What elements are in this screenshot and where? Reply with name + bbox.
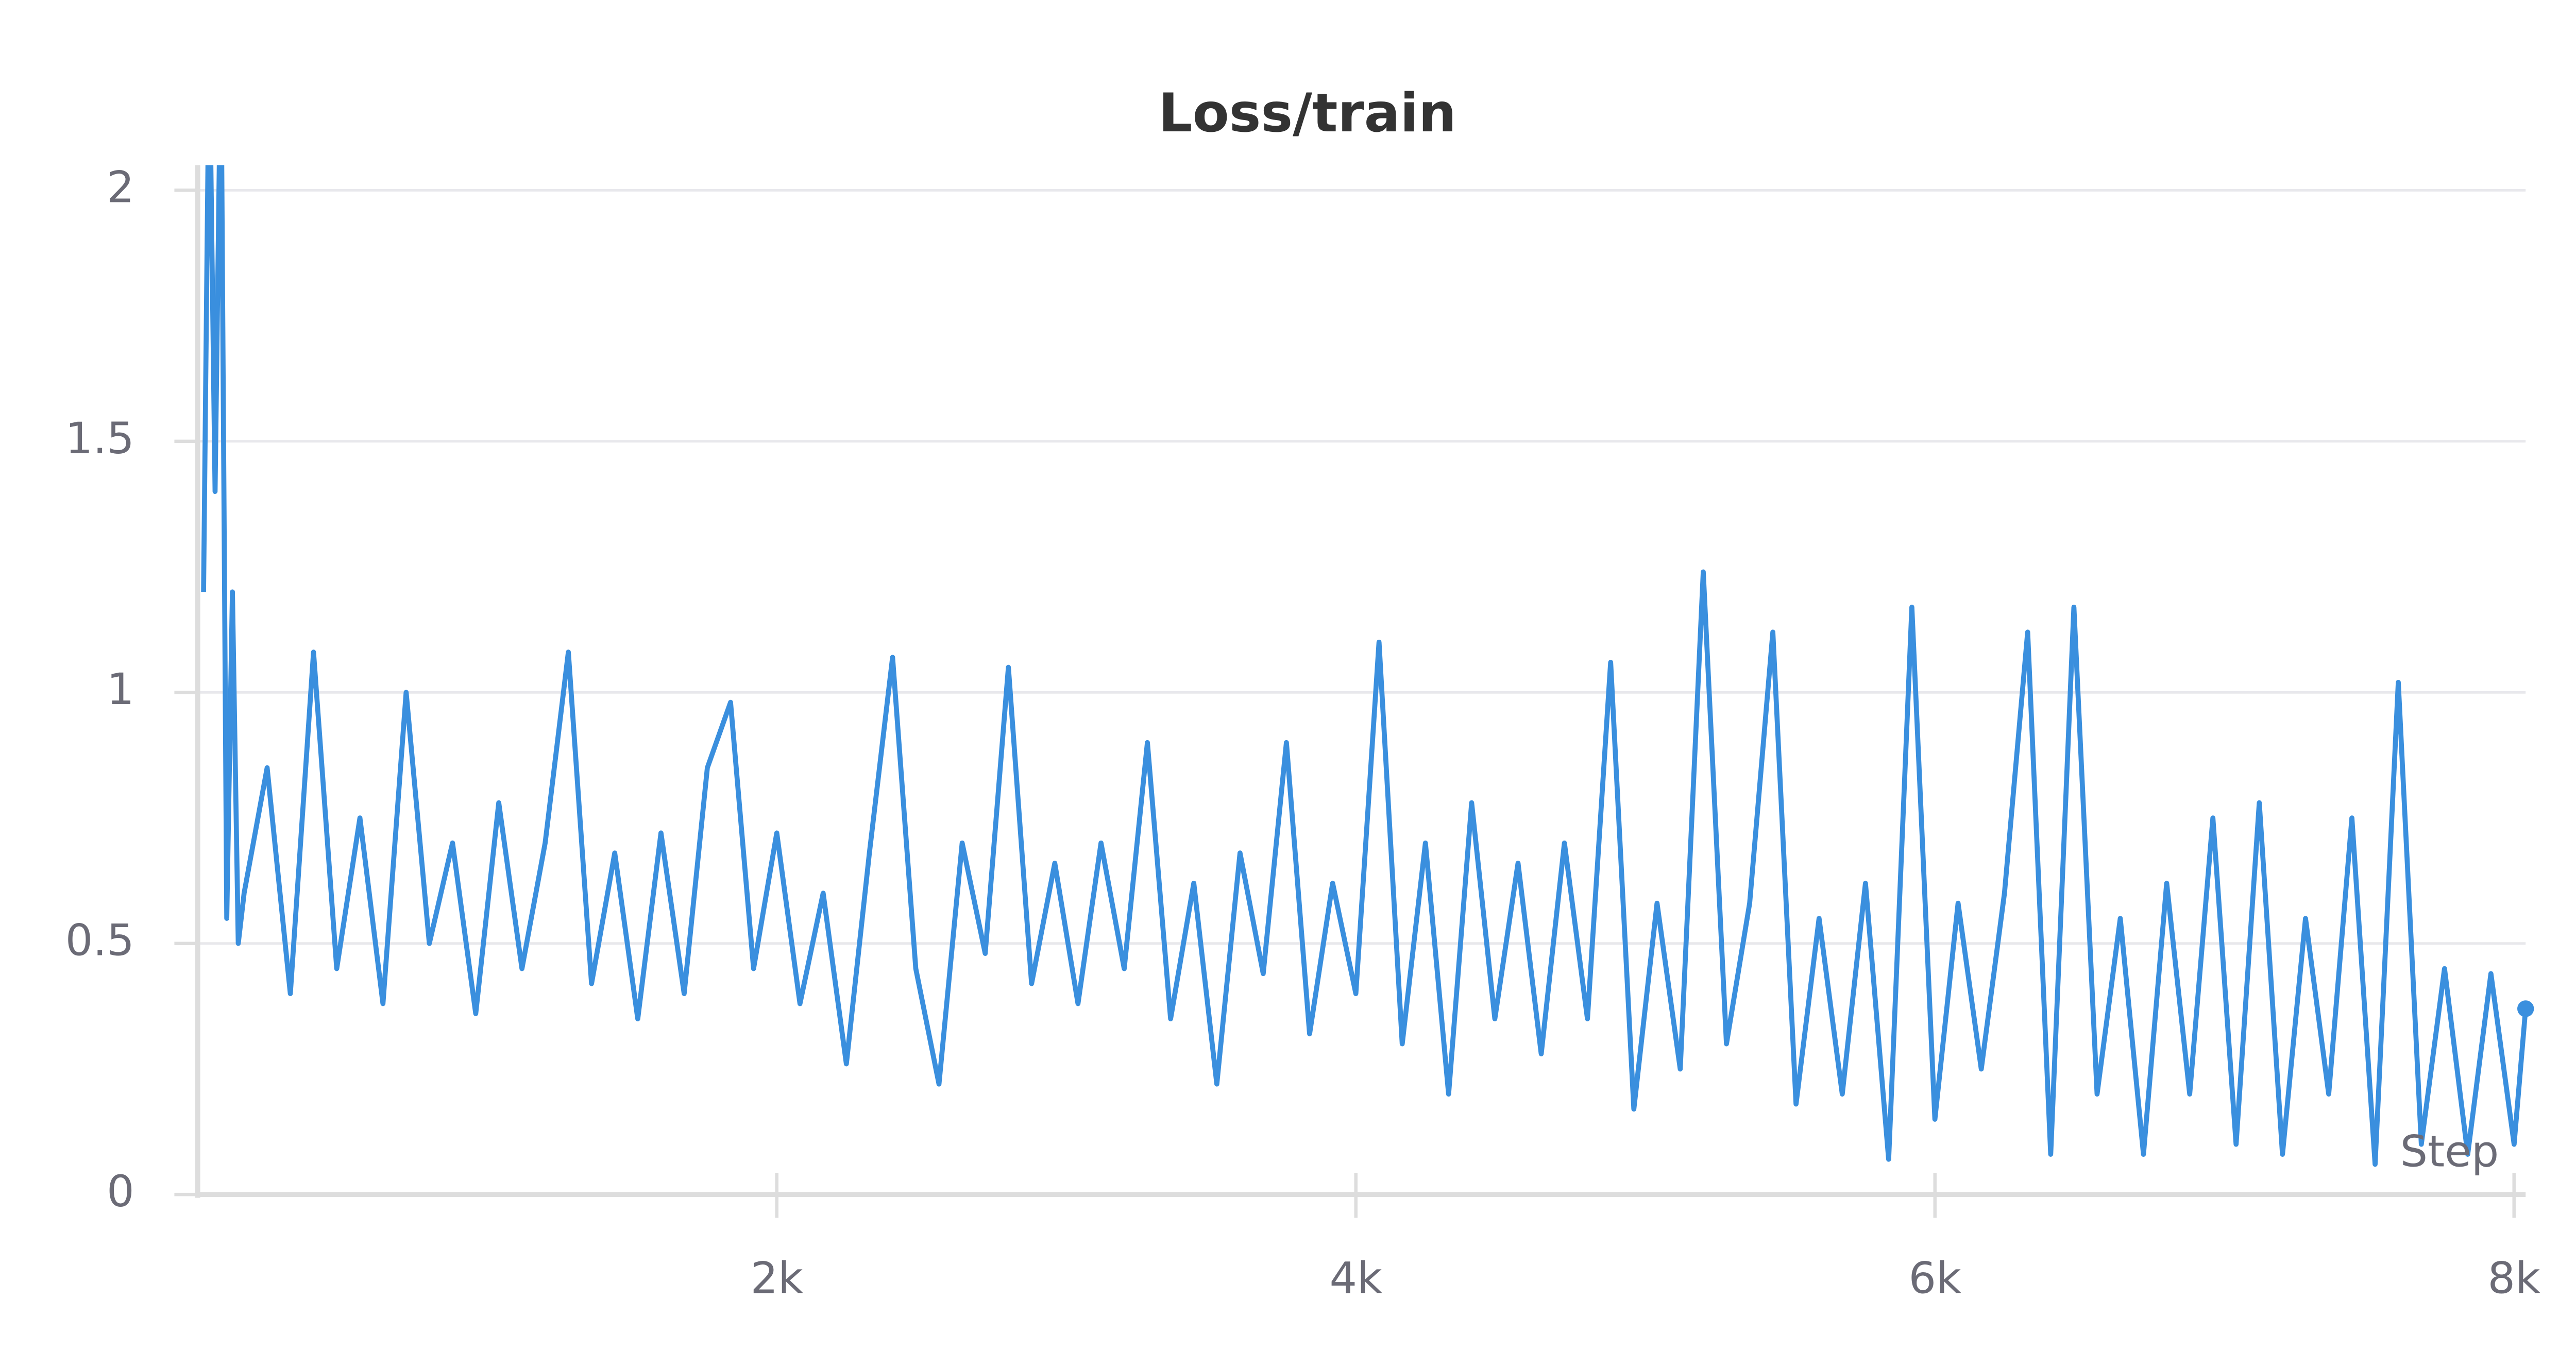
x-axis-label: Step xyxy=(2400,1126,2499,1176)
x-tick-label: 6k xyxy=(1909,1253,1962,1304)
y-tick-label: 1.5 xyxy=(65,413,134,464)
y-tick-label: 2 xyxy=(107,162,134,212)
x-tick-label: 8k xyxy=(2488,1253,2541,1304)
y-tick-label: 1 xyxy=(107,664,134,714)
chart-title: Loss/train xyxy=(1159,82,1456,144)
x-tick-label: 2k xyxy=(751,1253,804,1304)
y-tick-label: 0 xyxy=(107,1166,134,1217)
x-tick-label: 4k xyxy=(1330,1253,1383,1304)
y-tick-label: 0.5 xyxy=(65,915,134,966)
end-point xyxy=(2517,1000,2534,1017)
data-line xyxy=(201,165,2529,1167)
